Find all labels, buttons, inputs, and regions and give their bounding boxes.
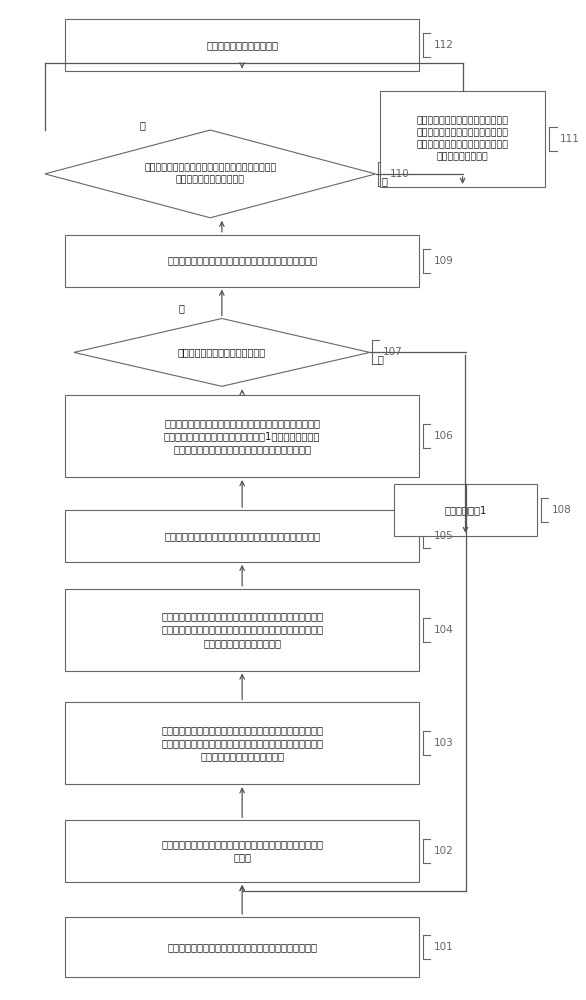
Bar	[394, 484, 537, 536]
Text: 105: 105	[434, 531, 454, 541]
Bar	[380, 91, 546, 187]
Text: 102: 102	[434, 846, 454, 856]
Text: 是: 是	[178, 304, 184, 314]
Text: 110: 110	[390, 169, 409, 179]
Bar	[65, 19, 419, 71]
Text: 根据第二偏移量从第五随机存储器读取一个字写入第二运算寄
存器，将第二运算寄存器和常数寄存器的内容相乘，并将相乘
结果的低位字写入第四寄存器: 根据第二偏移量从第五随机存储器读取一个字写入第二运算寄 存器，将第二运算寄存器和…	[161, 611, 323, 648]
Bar	[65, 820, 419, 882]
Text: 对第一运算寄存器、第一随机存储器和第五随机存储器的内容
调用乘加模块进行运算，根据第二偏移量将得到的运算结果从
低位到高位写入第五随机存储器: 对第一运算寄存器、第一随机存储器和第五随机存储器的内容 调用乘加模块进行运算，根…	[161, 725, 323, 762]
Text: 对第四寄存器、第三随机存储器和第五随机存储器的内容调
用乘加模块进行运算，将第二偏移量加1，根据第二偏移量
将得到的运算结果从低位到高位写入第五随机存储器: 对第四寄存器、第三随机存储器和第五随机存储器的内容调 用乘加模块进行运算，将第二…	[164, 418, 321, 454]
Text: 初始化第五随机存储器、初始化第一偏移量、第二偏移量: 初始化第五随机存储器、初始化第一偏移量、第二偏移量	[167, 942, 317, 952]
Text: 根据第一偏移量从第二随机存储器中读取一个字写入第一运算
寄存器: 根据第一偏移量从第二随机存储器中读取一个字写入第一运算 寄存器	[161, 839, 323, 863]
Text: 否: 否	[377, 354, 383, 364]
Text: 是: 是	[381, 176, 387, 186]
Polygon shape	[45, 130, 376, 218]
Text: 输出第五随机存储器的内容: 输出第五随机存储器的内容	[206, 40, 278, 50]
Bar	[65, 702, 419, 784]
Bar	[65, 917, 419, 977]
Text: 读取第五随机存储器的内容，读取第三随机存储器的内容: 读取第五随机存储器的内容，读取第三随机存储器的内容	[167, 256, 317, 266]
Text: 109: 109	[434, 256, 454, 266]
Text: 用读取到的第五随机存储器的内容与
第三随机存储器的内容相减，并根据
第二偏移量将相减结果从低位到高位
写入第五随机存储器: 用读取到的第五随机存储器的内容与 第三随机存储器的内容相减，并根据 第二偏移量将…	[417, 117, 509, 161]
Text: 判断第一偏移量是否等于预设步长: 判断第一偏移量是否等于预设步长	[178, 347, 266, 357]
Polygon shape	[74, 319, 370, 386]
Text: 101: 101	[434, 942, 454, 952]
Text: 否: 否	[139, 120, 145, 130]
Text: 107: 107	[383, 347, 403, 357]
Bar	[65, 510, 419, 562]
Text: 第一偏移量加1: 第一偏移量加1	[444, 505, 487, 515]
Text: 112: 112	[434, 40, 454, 50]
Bar	[65, 395, 419, 477]
Text: 读取第四寄存器、第三随机存储器和第五随机存储器的内容: 读取第四寄存器、第三随机存储器和第五随机存储器的内容	[164, 531, 320, 541]
Text: 104: 104	[434, 625, 454, 635]
Bar	[65, 235, 419, 287]
Text: 111: 111	[560, 134, 580, 144]
Text: 103: 103	[434, 738, 454, 748]
Text: 判断读取的第五随机存储器的内容的值是否大于等于
第三随机存储器的内容的值: 判断读取的第五随机存储器的内容的值是否大于等于 第三随机存储器的内容的值	[144, 164, 277, 184]
Text: 108: 108	[552, 505, 572, 515]
Text: 106: 106	[434, 431, 454, 441]
Bar	[65, 589, 419, 671]
